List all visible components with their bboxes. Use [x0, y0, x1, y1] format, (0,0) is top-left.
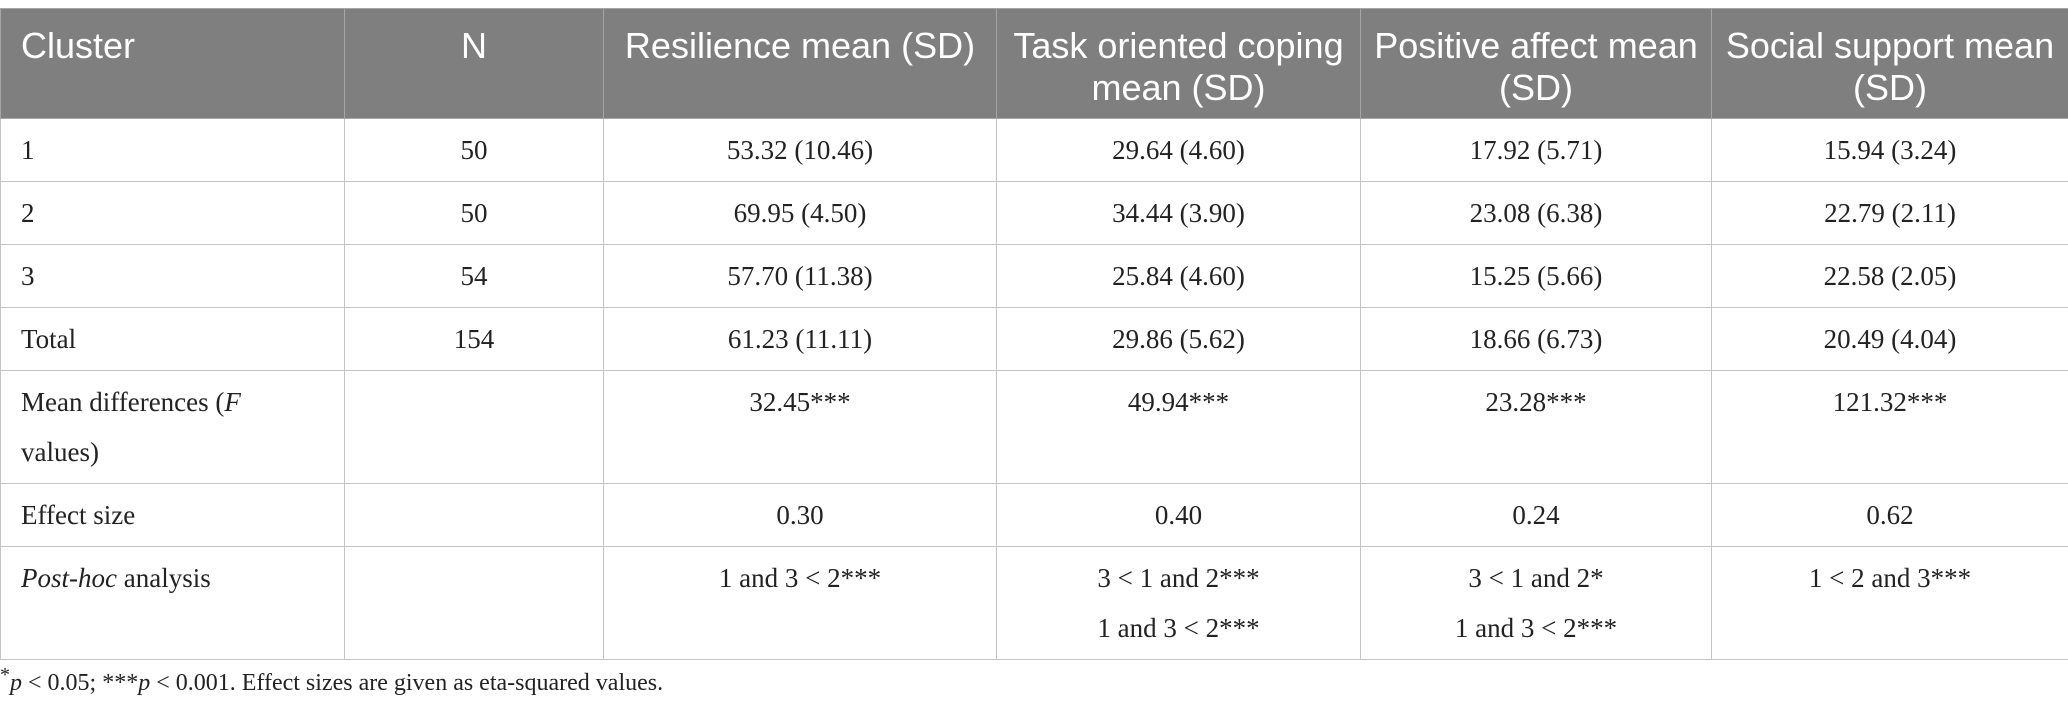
header-resilience-line-1: Resilience mean — [624, 25, 892, 66]
posthoc-positive-line-1: 3 < 1 and 2* — [1468, 563, 1604, 593]
table-row: 2 50 69.95 (4.50) 34.44 (3.90) 23.08 (6.… — [0, 181, 2068, 245]
table-row: 3 54 57.70 (11.38) 25.84 (4.60) 15.25 (5… — [0, 244, 2068, 308]
cell-resilience: 1 and 3 < 2*** — [603, 546, 997, 660]
cell-task: 49.94*** — [996, 370, 1361, 484]
footnote-p1: p — [10, 670, 22, 696]
posthoc-resilience-line-1: 1 and 3 < 2*** — [718, 563, 882, 593]
posthoc-label-italic: Post-hoc — [21, 563, 117, 593]
cell-mean-differences-label: Mean differences (F values) — [0, 370, 345, 484]
mean-diff-label-text: Mean differences ( — [21, 387, 225, 417]
cell-social: 22.79 (2.11) — [1711, 181, 2068, 245]
cell-resilience: 61.23 (11.11) — [603, 307, 997, 371]
cell-n: 154 — [344, 307, 604, 371]
footnote-p2: p — [138, 670, 151, 696]
header-task-line-1: Task oriented — [1013, 25, 1228, 66]
cell-resilience: 32.45*** — [603, 370, 997, 484]
cell-positive: 15.25 (5.66) — [1360, 244, 1712, 308]
cell-cluster: 3 — [0, 244, 345, 308]
cell-task: 3 < 1 and 2*** 1 and 3 < 2*** — [996, 546, 1361, 660]
cell-positive: 23.08 (6.38) — [1360, 181, 1712, 245]
cell-n: 54 — [344, 244, 604, 308]
cell-positive: 0.24 — [1360, 483, 1712, 547]
header-positive-affect: Positive affect mean (SD) — [1360, 8, 1712, 119]
mean-differences-row: Mean differences (F values) 32.45*** 49.9… — [0, 370, 2068, 484]
table-row: Total 154 61.23 (11.11) 29.86 (5.62) 18.… — [0, 307, 2068, 371]
cell-positive: 18.66 (6.73) — [1360, 307, 1712, 371]
cell-social: 0.62 — [1711, 483, 2068, 547]
cell-resilience: 69.95 (4.50) — [603, 181, 997, 245]
header-cluster: Cluster — [0, 8, 345, 119]
cell-task: 29.64 (4.60) — [996, 118, 1361, 182]
effect-size-row: Effect size 0.30 0.40 0.24 0.62 — [0, 483, 2068, 547]
cell-social: 20.49 (4.04) — [1711, 307, 2068, 371]
header-task-coping: Task oriented coping mean (SD) — [996, 8, 1361, 119]
footnote-star: * — [0, 664, 10, 686]
table-row: 1 50 53.32 (10.46) 29.64 (4.60) 17.92 (5… — [0, 118, 2068, 182]
cell-positive: 23.28*** — [1360, 370, 1712, 484]
mean-diff-label-values: values) — [21, 437, 99, 467]
header-positive-line-2: mean (SD) — [1499, 25, 1698, 108]
header-social-line-1: Social support — [1725, 25, 1955, 66]
header-cluster-text: Cluster — [21, 25, 136, 66]
posthoc-task-line-2: 1 and 3 < 2*** — [1097, 613, 1260, 643]
cell-cluster: 1 — [0, 118, 345, 182]
cell-task: 29.86 (5.62) — [996, 307, 1361, 371]
cell-cluster: 2 — [0, 181, 345, 245]
table-footnote: *p < 0.05; ***p < 0.001. Effect sizes ar… — [0, 664, 663, 697]
posthoc-row: Post-hoc analysis 1 and 3 < 2*** 3 < 1 a… — [0, 546, 2068, 660]
cell-positive: 17.92 (5.71) — [1360, 118, 1712, 182]
cell-cluster: Total — [0, 307, 345, 371]
footnote-text-2: < 0.001. Effect sizes are given as eta-s… — [150, 670, 664, 696]
cell-task: 34.44 (3.90) — [996, 181, 1361, 245]
cell-posthoc-label: Post-hoc analysis — [0, 546, 345, 660]
cell-social: 1 < 2 and 3*** — [1711, 546, 2068, 660]
cell-task: 25.84 (4.60) — [996, 244, 1361, 308]
header-task-line-2: coping mean (SD) — [1091, 25, 1344, 108]
cell-social: 121.32*** — [1711, 370, 2068, 484]
cell-social: 22.58 (2.05) — [1711, 244, 2068, 308]
cell-n — [344, 546, 604, 660]
header-social-support: Social support mean (SD) — [1711, 8, 2068, 119]
results-table: Cluster N Resilience mean (SD) Task orie… — [0, 8, 2068, 660]
header-resilience-line-2: (SD) — [901, 25, 976, 66]
cell-n: 50 — [344, 118, 604, 182]
mean-diff-label-italic: F — [224, 387, 241, 417]
header-resilience: Resilience mean (SD) — [603, 8, 997, 119]
header-social-line-2: mean (SD) — [1853, 25, 2055, 108]
footnote-text-1: < 0.05; *** — [22, 670, 139, 696]
posthoc-positive-line-2: 1 and 3 < 2*** — [1454, 613, 1618, 643]
posthoc-social-line-1: 1 < 2 and 3*** — [1808, 563, 1972, 593]
cell-n — [344, 483, 604, 547]
posthoc-label-text: analysis — [116, 563, 211, 593]
header-n: N — [344, 8, 604, 119]
header-n-text: N — [461, 25, 487, 66]
cell-n — [344, 370, 604, 484]
cell-n: 50 — [344, 181, 604, 245]
cell-resilience: 53.32 (10.46) — [603, 118, 997, 182]
posthoc-task-line-1: 3 < 1 and 2*** — [1097, 563, 1260, 593]
cell-social: 15.94 (3.24) — [1711, 118, 2068, 182]
header-row: Cluster N Resilience mean (SD) Task orie… — [0, 8, 2068, 119]
cell-resilience: 0.30 — [603, 483, 997, 547]
header-positive-line-1: Positive affect — [1374, 25, 1598, 66]
cell-task: 0.40 — [996, 483, 1361, 547]
cell-positive: 3 < 1 and 2* 1 and 3 < 2*** — [1360, 546, 1712, 660]
cell-resilience: 57.70 (11.38) — [603, 244, 997, 308]
cell-effect-size-label: Effect size — [0, 483, 345, 547]
